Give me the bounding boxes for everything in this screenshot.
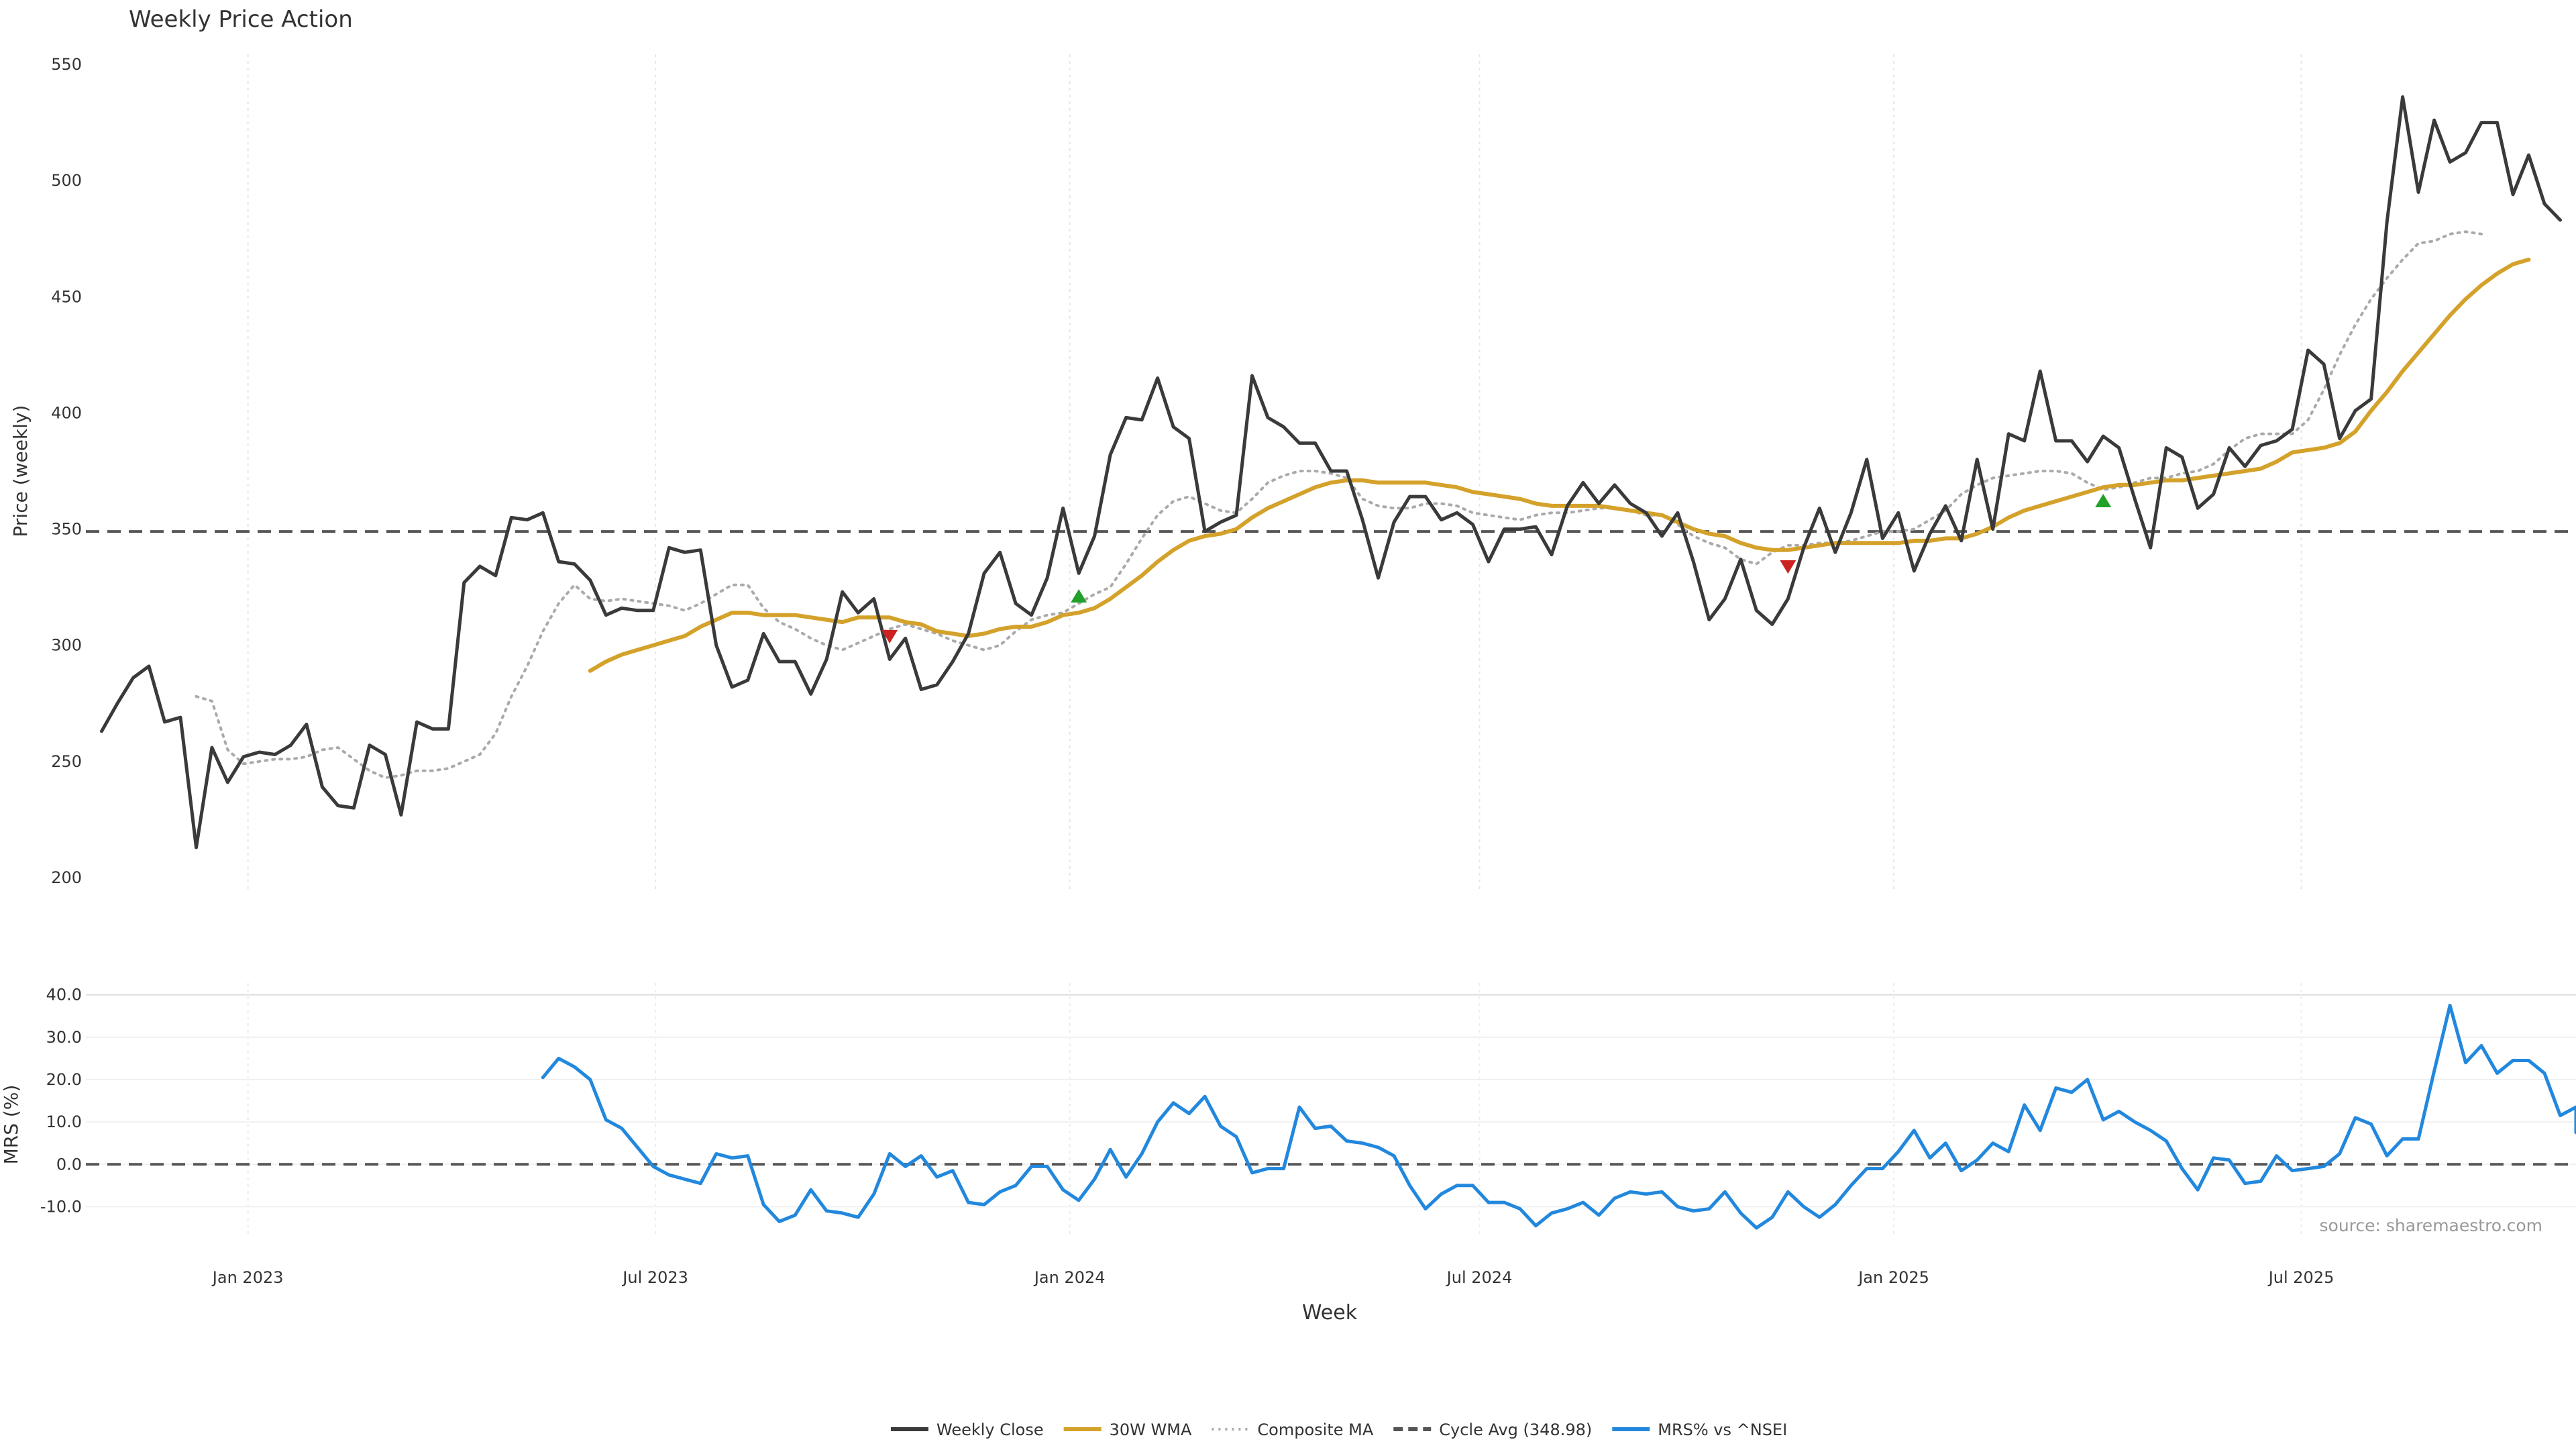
legend: Weekly Close 30W WMA Composite MA Cycle Avg… (891, 1420, 1787, 1439)
mrs-y-tick-label: -10.0 (40, 1197, 82, 1216)
mrs-line (541, 1003, 2576, 1230)
axis-layer: Jan 2023 Jul 2023 Jan 2024 Jul 2024 Jan 2025… (40, 55, 2334, 1287)
x-tick-label: Jul 2025 (2267, 1268, 2334, 1287)
source-note: source: sharemaestro.com (2320, 1216, 2543, 1235)
legend-item-label: Cycle Avg (348.98) (1439, 1420, 1592, 1439)
legend-item-label: MRS% vs ^NSEI (1658, 1420, 1787, 1439)
price-y-tick-label: 350 (51, 520, 82, 539)
price-y-tick-label: 300 (51, 636, 82, 655)
mrs-y-tick-label: 10.0 (46, 1112, 82, 1131)
price-y-tick-label: 450 (51, 287, 82, 306)
x-tick-label: Jan 2024 (1033, 1268, 1106, 1287)
mrs-y-tick-label: 20.0 (46, 1070, 82, 1089)
sell-signal-marker (881, 629, 898, 643)
price-y-tick-label: 400 (51, 403, 82, 422)
wma-30w-line (588, 257, 2531, 673)
x-tick-label: Jul 2024 (1446, 1268, 1513, 1287)
price-y-tick-label: 200 (51, 868, 82, 887)
x-tick-label: Jan 2025 (1857, 1268, 1929, 1287)
legend-item-label: 30W WMA (1110, 1420, 1192, 1439)
price-y-axis-label: Price (weekly) (9, 405, 32, 537)
x-tick-label: Jul 2023 (621, 1268, 688, 1287)
grid-layer (86, 54, 2576, 1235)
mrs-y-tick-label: 30.0 (46, 1028, 82, 1047)
composite-ma-line (195, 230, 2483, 780)
price-y-tick-label: 250 (51, 752, 82, 771)
legend-item-label: Composite MA (1257, 1420, 1373, 1439)
sell-signal-marker (1780, 560, 1796, 574)
x-axis-label: Week (1302, 1301, 1358, 1325)
mrs-y-tick-label: 40.0 (46, 986, 82, 1004)
legend-item-label: Weekly Close (936, 1420, 1044, 1439)
price-y-tick-label: 550 (51, 55, 82, 74)
mrs-y-tick-label: 0.0 (56, 1155, 82, 1174)
buy-signal-marker (2095, 494, 2112, 508)
buy-signal-marker (1071, 588, 1087, 603)
price-y-tick-label: 500 (51, 171, 82, 190)
chart-title: Weekly Price Action (129, 6, 353, 33)
x-tick-label: Jan 2023 (211, 1268, 284, 1287)
series-layer (86, 95, 2576, 1230)
mrs-y-axis-label: MRS (%) (0, 1085, 22, 1165)
weekly-close-line (100, 95, 2562, 849)
